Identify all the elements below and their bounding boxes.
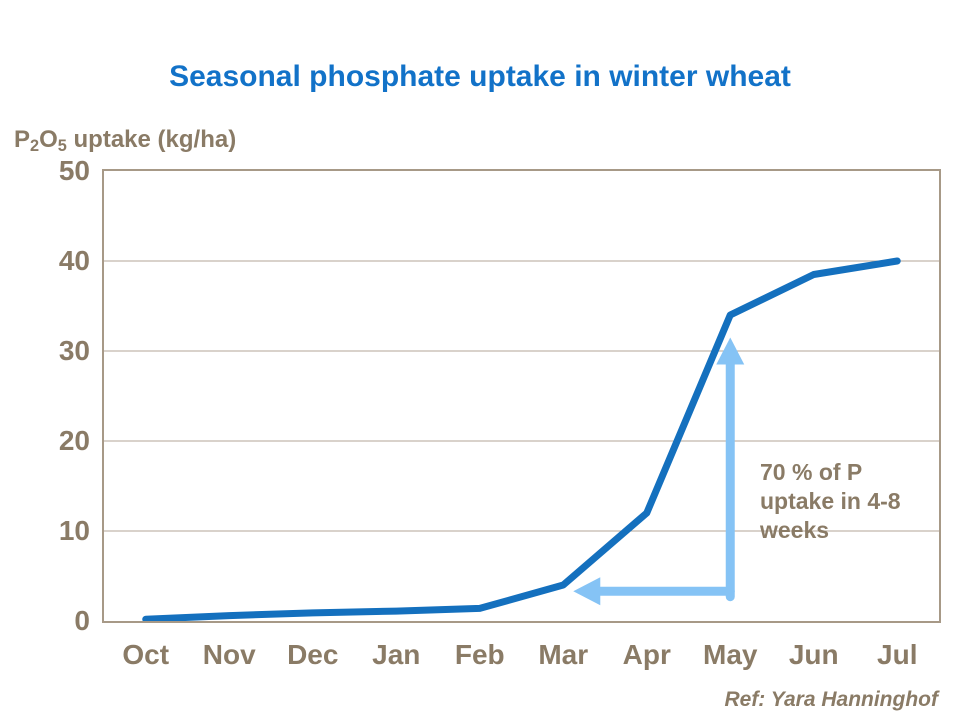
- uptake-line-chart: [104, 257, 939, 621]
- y-axis-title-sub5: 5: [57, 137, 67, 156]
- x-month-label-apr: Apr: [622, 639, 671, 670]
- y-tick-label-10: 10: [58, 515, 90, 546]
- y-axis-title-units: uptake (kg/ha): [66, 126, 237, 153]
- y-tick-label-40: 40: [58, 245, 90, 276]
- annotation-70-percent: 70 % of P uptake in 4-8 weeks: [760, 459, 901, 543]
- y-axis-title-sub2: 2: [30, 137, 40, 156]
- x-month-label-feb: Feb: [454, 639, 505, 670]
- y-axis-title: P2O5 uptake (kg/ha): [14, 126, 236, 156]
- y-tick-label-20: 20: [58, 425, 90, 456]
- x-month-label-may: May: [703, 639, 758, 670]
- x-month-label-nov: Nov: [202, 639, 256, 670]
- reference-credit: Ref: Yara Hanninghof: [724, 688, 938, 711]
- chart-title: Seasonal phosphate uptake in winter whea…: [169, 60, 791, 93]
- y-axis-title-o: O: [39, 126, 58, 153]
- y-axis-title-p: P: [14, 126, 31, 153]
- annotation-horizontal-arrowhead: [573, 577, 601, 606]
- x-month-label-jul: Jul: [877, 639, 918, 670]
- x-month-label-mar: Mar: [538, 639, 589, 670]
- phosphate-uptake-line: [142, 257, 901, 621]
- annotation-vertical-arrowhead: [716, 337, 745, 365]
- y-tick-label-30: 30: [58, 335, 90, 366]
- x-month-label-jan: Jan: [372, 639, 421, 670]
- x-month-label-jun: Jun: [788, 639, 839, 670]
- plot-area: [102, 169, 941, 623]
- y-tick-label-0: 0: [74, 605, 90, 636]
- y-tick-label-50: 50: [58, 155, 90, 186]
- x-month-label-oct: Oct: [122, 639, 170, 670]
- x-month-label-dec: Dec: [287, 639, 339, 670]
